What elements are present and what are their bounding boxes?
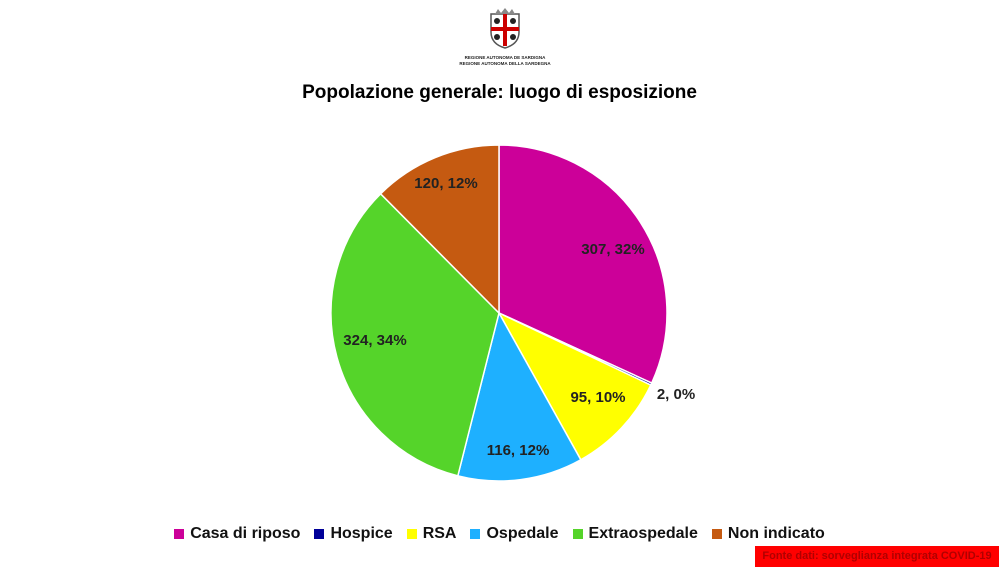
legend-item: RSA	[406, 525, 457, 543]
data-label: 116, 12%	[487, 442, 550, 459]
legend-label: Extraospedale	[588, 525, 698, 542]
pie-slice-extraospedale	[330, 192, 500, 477]
legend-item: Hospice	[314, 525, 393, 543]
legend-swatch	[406, 529, 417, 539]
data-label: 95, 10%	[570, 389, 625, 406]
chart-title: Popolazione generale: luogo di esposizio…	[302, 82, 697, 103]
legend-label: Casa di riposo	[190, 525, 301, 542]
logo-text-italian: REGIONE AUTONOMA DELLA SARDEGNA	[459, 61, 551, 66]
logo-text-sardinian: REGIONE AUTONOMA DE SARDIGNA	[464, 55, 546, 60]
data-label: 2, 0%	[657, 386, 695, 403]
region-logo: REGIONE AUTONOMA DE SARDIGNA REGIONE AUT…	[455, 8, 555, 67]
data-label: 307, 32%	[581, 241, 644, 258]
legend-item: Non indicato	[711, 525, 825, 543]
legend: Casa di riposo Hospice RSA Ospedale Extraosp…	[0, 525, 999, 543]
legend-swatch	[572, 529, 583, 539]
legend-label: RSA	[422, 525, 457, 542]
sardinia-coat-of-arms-icon	[490, 8, 520, 49]
pie-slice-non-indicato	[379, 144, 500, 315]
legend-item: Casa di riposo	[174, 525, 300, 543]
legend-swatch	[314, 529, 325, 539]
legend-swatch	[470, 529, 481, 539]
data-label: 324, 34%	[343, 332, 406, 349]
legend-swatch	[711, 529, 722, 539]
legend-swatch	[174, 529, 185, 539]
legend-item: Ospedale	[470, 525, 559, 543]
data-label: 120, 12%	[414, 175, 477, 192]
source-note: Fonte dati: sorveglianza integrata COVID…	[755, 546, 999, 567]
legend-label: Ospedale	[486, 525, 559, 542]
legend-label: Hospice	[330, 525, 393, 542]
pie-slice-casa-di-riposo	[498, 144, 668, 385]
legend-label: Non indicato	[727, 525, 825, 542]
pie-slice-rsa	[497, 311, 652, 461]
legend-item: Extraospedale	[572, 525, 698, 543]
